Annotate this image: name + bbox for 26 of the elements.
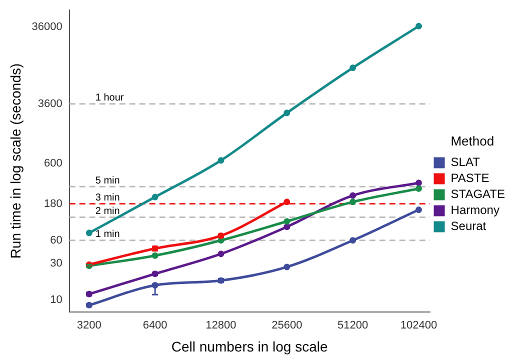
x-tick-label: 6400 [142,320,168,332]
ref-line-label: 1 hour [95,92,124,104]
x-tick-label: 102400 [400,320,438,332]
ref-line-label: 5 min [95,175,120,186]
legend-label: Harmony [450,203,500,218]
legend-label: Seurat [450,219,487,234]
y-axis-title: Run time in log scale (seconds) [7,63,24,259]
legend-label: SLAT [450,155,481,170]
x-axis-title: Cell numbers in log scale [171,338,328,354]
x-tick-label: 51200 [338,320,368,332]
legend-title: Method [450,133,494,148]
y-tick-label: 60 [50,234,62,246]
x-tick-label: 25600 [272,320,302,332]
y-tick-label: 10 [50,294,62,306]
y-tick-label: 180 [44,198,62,210]
ref-line-label: 3 min [95,192,120,204]
x-tick-label: 3200 [76,320,102,332]
y-tick-label: 36000 [32,21,62,34]
y-tick-label: 30 [50,258,62,270]
ref-line-label: 1 min [95,229,120,240]
y-tick-label: 3600 [38,98,62,110]
legend-label: STAGATE [450,187,506,202]
x-tick-label: 12800 [206,320,236,332]
ref-line-label: 2 min [95,206,120,217]
legend-label: PASTE [450,171,490,186]
y-tick-label: 600 [44,158,62,170]
